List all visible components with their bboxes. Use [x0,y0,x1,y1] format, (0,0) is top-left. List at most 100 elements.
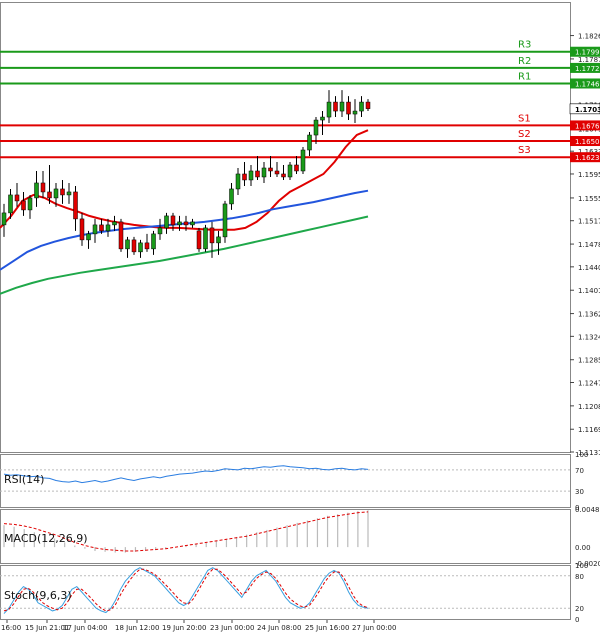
x-tick-label: 25 Jun 16:00 [305,624,349,632]
level-price-tag [570,78,600,89]
rsi-y-tick-label: 30 [575,488,584,496]
level-price-tag [570,46,600,57]
candle-up [261,167,267,178]
candle-up [222,203,228,238]
candle-up [313,119,319,136]
x-tick-label: 15 Jun 21:01 [25,624,69,632]
candle-up [105,224,111,232]
candle-down [21,200,26,211]
candle-down [333,101,338,112]
candle-up [307,134,312,151]
x-tick-label: 16:00 [1,624,21,632]
price-y-tick-label: 1.13620 [578,311,600,319]
candle-down [118,221,124,250]
candle-down [346,101,351,115]
candle-up [151,233,156,250]
candle-up [320,116,325,121]
level-price-text: 1.17990 [575,49,600,57]
candle-down [183,221,189,226]
candle-up [27,197,33,211]
level-price-text: 1.16500 [575,138,600,146]
candle-down [131,239,137,253]
stoch-panel-frame [0,565,571,620]
rsi-label: RSI(14) [4,473,44,486]
candle-up [86,233,91,241]
level-label-s2: S2 [518,129,531,140]
level-price-tag [570,152,600,163]
candle-down [40,182,46,193]
level-price-text: 1.16230 [575,154,600,162]
stoch-y-tick-label: 80 [575,573,584,581]
level-price-tag [570,136,600,147]
candle-up [326,101,332,118]
price-y-tick-label: 1.14400 [578,264,600,272]
macd-label: MACD(12,26,9) [4,532,88,545]
candle-up [216,236,221,244]
price-y-tick-label: 1.12470 [578,379,600,387]
candle-down [242,173,247,181]
candle-down [144,242,150,250]
level-price-tag [570,62,600,73]
price-y-tick-label: 1.18260 [578,33,600,41]
macd-y-tick-label: 0.00 [575,544,591,552]
candle-up [34,182,39,199]
candle-up [164,215,169,229]
candle-up [203,227,208,250]
stoch-y-tick-label: 20 [575,605,584,613]
candle-down [73,191,78,220]
price-y-tick-label: 1.12080 [578,403,600,411]
candle-up [287,164,293,178]
stoch-y-tick-label: 100 [575,562,588,570]
candle-up [248,170,254,181]
rsi-line [3,465,369,484]
candle-up [190,221,195,226]
current-price-text: 1.17037 [575,106,600,114]
rsi-y-tick-label: 70 [575,467,584,475]
candle-up [138,242,143,253]
level-label-r2: R2 [518,56,531,67]
x-tick-label: 17 Jun 04:00 [63,624,107,632]
candle-up [359,101,364,112]
price-y-tick-label: 1.14780 [578,241,600,249]
price-y-tick-label: 1.12850 [578,357,600,365]
candle-down [255,170,260,178]
level-price-text: 1.16760 [575,122,600,130]
candle-up [157,227,163,235]
candle-down [47,191,52,199]
rsi-panel-frame [0,454,571,508]
moving-average-line [0,129,369,231]
candle-up [66,191,72,196]
stoch-signal-line [3,568,369,612]
current-price-tag [569,103,600,115]
candle-down [170,215,176,226]
candle-up [352,110,358,115]
macd-signal-line [3,511,369,552]
candle-up [8,194,13,214]
macd-panel-frame [0,509,571,564]
candle-down [294,164,299,172]
candle-down [79,218,85,241]
price-y-tick-label: 1.17870 [578,56,600,64]
rsi-y-tick-label: 100 [575,451,588,459]
level-price-text: 1.17460 [575,80,600,88]
x-tick-label: 27 Jun 00:00 [352,624,396,632]
level-price-text: 1.17720 [575,65,600,73]
price-y-tick-label: 1.14010 [578,287,600,295]
price-y-tick-label: 1.15550 [578,195,600,203]
candle-down [209,227,215,244]
x-tick-label: 23 Jun 00:00 [210,624,254,632]
candle-down [196,230,202,250]
level-label-r1: R1 [518,71,531,82]
candle-up [92,224,98,235]
candle-up [112,221,117,226]
x-tick-label: 24 Jun 08:00 [257,624,301,632]
stoch-label: Stoch(9,6,3) [4,589,72,602]
stoch-main-line [3,567,369,614]
level-price-tag [570,120,600,131]
price-y-tick-label: 1.13240 [578,333,600,341]
candle-down [274,170,280,175]
level-label-s3: S3 [518,145,531,156]
candle-down [268,167,273,172]
candle-down [365,101,371,109]
candle-down [14,194,20,202]
